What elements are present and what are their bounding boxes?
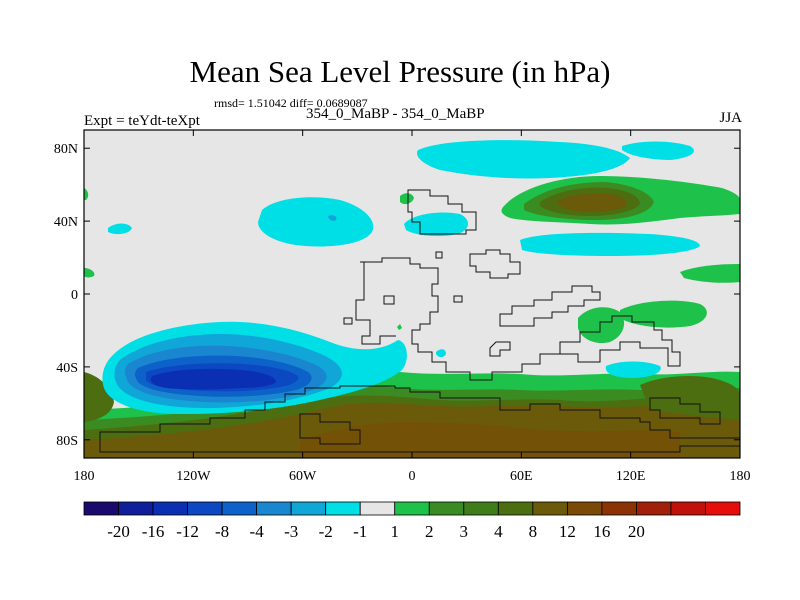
- colorbar-swatch: [83, 501, 119, 516]
- y-tick-label: 80S: [56, 434, 78, 449]
- y-tick-label: 80N: [54, 142, 78, 157]
- small-high-speck: [397, 324, 402, 330]
- x-tick-label: 120E: [616, 469, 646, 484]
- south-pacific-low-core: [150, 368, 276, 390]
- x-tick-label: 180: [730, 469, 751, 484]
- y-tick-label: 0: [71, 288, 78, 303]
- india-high: [620, 300, 707, 328]
- colorbar-label: 8: [529, 522, 538, 541]
- colorbar-label: -1: [353, 522, 367, 541]
- colorbar-label: -4: [250, 522, 265, 541]
- siberia-outline: [407, 189, 477, 235]
- colorbar-swatch: [359, 501, 396, 516]
- south-deep-brown-core: [300, 422, 680, 458]
- small-island-2: [453, 295, 463, 303]
- colorbar-label: -20: [107, 522, 130, 541]
- colorbar-label: -2: [319, 522, 333, 541]
- colorbar-swatch: [532, 501, 568, 516]
- north-green-west-2: [84, 188, 89, 200]
- colorbar-label: 12: [559, 522, 576, 541]
- colorbar-label: 2: [425, 522, 434, 541]
- x-tick-label: 60E: [510, 469, 533, 484]
- colorbar-swatch: [187, 501, 223, 516]
- colorbar-label: 20: [628, 522, 645, 541]
- stats-text: rmsd= 1.51042 diff= 0.0689087: [214, 96, 368, 110]
- colorbar-swatch: [256, 501, 292, 516]
- colorbar-label: 4: [494, 522, 503, 541]
- colorbar-label: -12: [176, 522, 199, 541]
- small-low-speck: [436, 349, 446, 357]
- small-island-3: [435, 251, 443, 259]
- small-island-1: [343, 317, 353, 325]
- small-island-4: [383, 295, 395, 305]
- colorbar-swatch: [394, 501, 430, 516]
- colorbar-swatch: [566, 501, 603, 516]
- experiment-label: Expt = teYdt-teXpt: [84, 113, 200, 129]
- gondwana-outline: [99, 385, 740, 453]
- arctic-low-band: [416, 140, 630, 179]
- north-atlantic-low-core: [328, 215, 337, 221]
- colorbar-swatch: [497, 501, 534, 516]
- colorbar-swatch: [325, 501, 361, 516]
- small-pacific-low: [108, 223, 132, 235]
- chart-title: Mean Sea Level Pressure (in hPa): [189, 54, 611, 89]
- case-label: 354_0_MaBP - 354_0_MaBP: [306, 106, 485, 122]
- map-layer: [84, 130, 740, 458]
- colorbar-label: 16: [593, 522, 610, 541]
- x-tick-label: 180: [74, 469, 95, 484]
- arctic-low-east: [622, 141, 694, 160]
- asia-low-band: [520, 232, 700, 256]
- x-tick-label: 0: [409, 469, 416, 484]
- kazakh-outline: [469, 249, 521, 279]
- colorbar-swatch: [601, 501, 637, 516]
- axis-layer: 180 120W 60W 0 60E 120E 180 80N 40N 0 40S 80S: [54, 130, 751, 484]
- indian-ocean-low: [605, 361, 661, 378]
- north-green-west-1: [84, 268, 95, 278]
- colorbar-swatch: [705, 501, 741, 516]
- colorbar-swatch: [118, 501, 154, 516]
- gondwana-east-bump: [649, 397, 721, 425]
- y-tick-label: 40N: [54, 215, 78, 230]
- x-tick-label: 120W: [176, 469, 211, 484]
- colorbar-swatch: [152, 501, 188, 516]
- north-china-outline: [499, 285, 601, 327]
- colorbar-label: 1: [390, 522, 399, 541]
- colorbar-swatch: [428, 501, 465, 516]
- colorbar-swatch: [221, 501, 258, 516]
- colorbar-swatch: [636, 501, 672, 516]
- continent-outlines: [99, 189, 740, 453]
- colorbar-swatch: [290, 501, 327, 516]
- season-label: JJA: [719, 110, 742, 126]
- colorbar: -20 -16 -12 -8 -4 -3 -2 -1 1 2 3 4 8 12 16 20: [83, 501, 741, 541]
- europe-green-spot: [400, 193, 414, 205]
- colorbar-swatch: [670, 501, 706, 516]
- north-pacific-green: [680, 264, 740, 283]
- asia-high-core: [556, 193, 627, 212]
- gondwana-inner-west: [299, 413, 361, 445]
- colorbar-swatch: [463, 501, 499, 516]
- west-olive-bulge: [84, 372, 114, 422]
- x-tick-label: 60W: [289, 469, 317, 484]
- east-terrane-outline: [489, 341, 511, 357]
- colorbar-label: 3: [460, 522, 469, 541]
- colorbar-label: -16: [142, 522, 165, 541]
- colorbar-label: -8: [215, 522, 229, 541]
- y-tick-label: 40S: [56, 361, 78, 376]
- north-atlantic-low: [258, 197, 374, 247]
- colorbar-label: -3: [284, 522, 298, 541]
- laurentia-west-strip: [355, 262, 396, 345]
- laurussia-outline: [360, 257, 681, 381]
- east-olive-bulge: [640, 376, 740, 420]
